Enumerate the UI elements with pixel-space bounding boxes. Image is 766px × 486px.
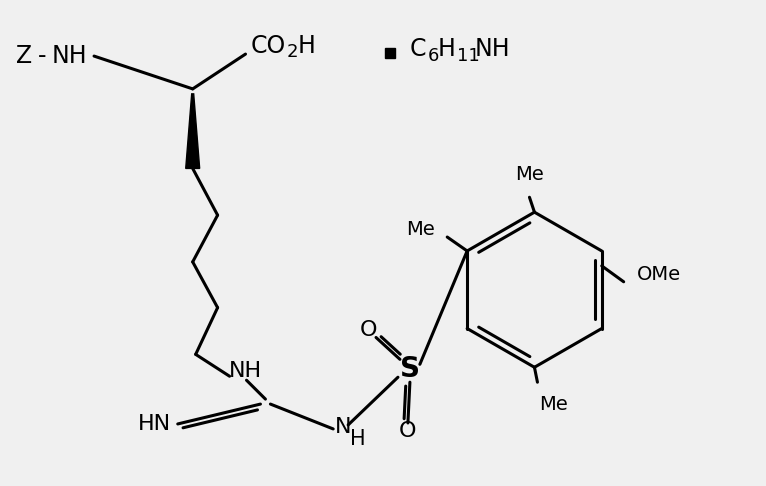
Text: H: H bbox=[350, 429, 365, 449]
Text: 6: 6 bbox=[428, 47, 439, 65]
Text: H: H bbox=[438, 37, 456, 61]
Text: NH: NH bbox=[228, 361, 262, 381]
Text: HN: HN bbox=[138, 414, 171, 434]
Text: Me: Me bbox=[515, 165, 544, 184]
Text: 2: 2 bbox=[286, 43, 298, 61]
Text: C: C bbox=[410, 37, 427, 61]
Text: H: H bbox=[297, 34, 315, 58]
Text: O: O bbox=[359, 319, 377, 340]
Text: N: N bbox=[336, 417, 352, 437]
Polygon shape bbox=[185, 94, 200, 169]
Text: Z: Z bbox=[16, 44, 32, 68]
Text: CO: CO bbox=[250, 34, 286, 58]
Text: NH: NH bbox=[51, 44, 87, 68]
Text: S: S bbox=[400, 355, 420, 383]
Text: Me: Me bbox=[407, 220, 435, 239]
Text: O: O bbox=[399, 421, 417, 441]
Text: OMe: OMe bbox=[637, 265, 681, 284]
Text: -: - bbox=[38, 44, 47, 68]
Text: NH: NH bbox=[475, 37, 510, 61]
Text: Me: Me bbox=[539, 395, 568, 414]
Text: 11: 11 bbox=[457, 47, 480, 65]
